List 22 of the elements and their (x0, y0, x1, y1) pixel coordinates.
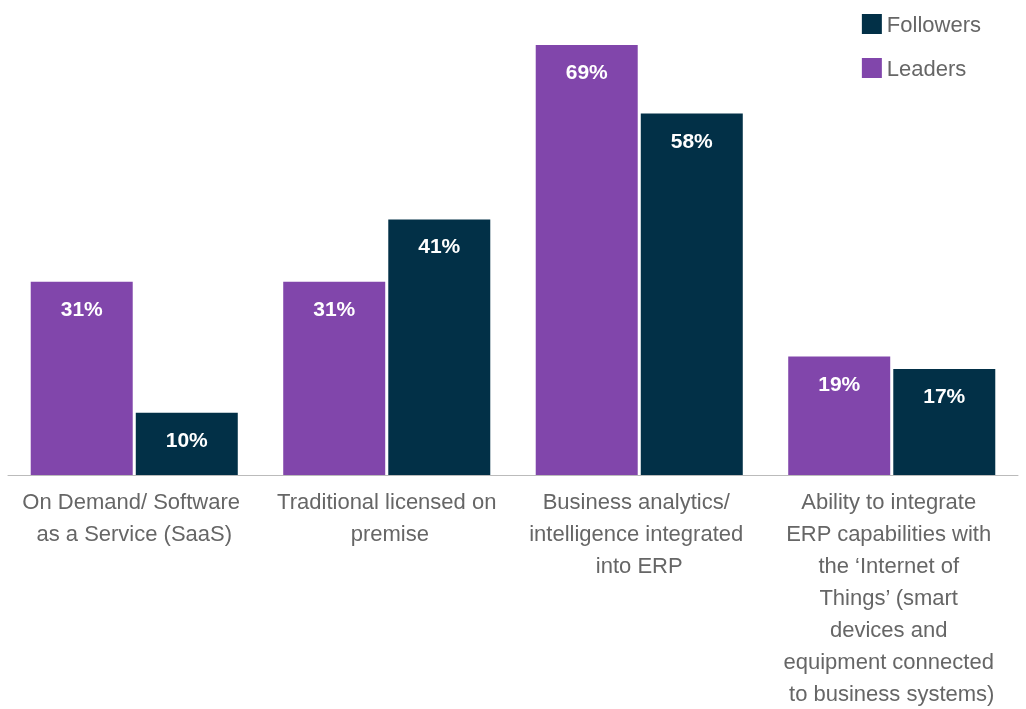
bar (535, 45, 638, 475)
legend-label: Followers (886, 11, 982, 37)
bar (388, 219, 491, 475)
legend-label: Leaders (886, 55, 967, 81)
data-label: 31% (313, 296, 356, 320)
data-label: 17% (923, 384, 966, 408)
x-tick-label: Business analytics/ intelligence integrated into ERP (529, 488, 750, 578)
bar (893, 369, 996, 475)
x-tick-label: Ability to integrate ERP capabilities with the ‘Internet of Things’ (smart devices and equipment connected to business systems) (783, 488, 1000, 706)
x-tick-label: On Demand/ Software as a Service (SaaS) (22, 488, 247, 546)
bar (30, 281, 133, 475)
data-label: 69% (565, 60, 609, 83)
bar (135, 412, 238, 475)
data-label: 41% (418, 234, 461, 258)
data-label: 31% (60, 296, 104, 320)
bar (640, 113, 743, 475)
x-tick-label: Traditional licensed on premise (277, 488, 497, 546)
bar (283, 281, 386, 475)
bar (788, 356, 891, 475)
data-label: 10% (165, 427, 209, 451)
data-label: 58% (670, 128, 714, 152)
data-label: 19% (818, 371, 861, 395)
